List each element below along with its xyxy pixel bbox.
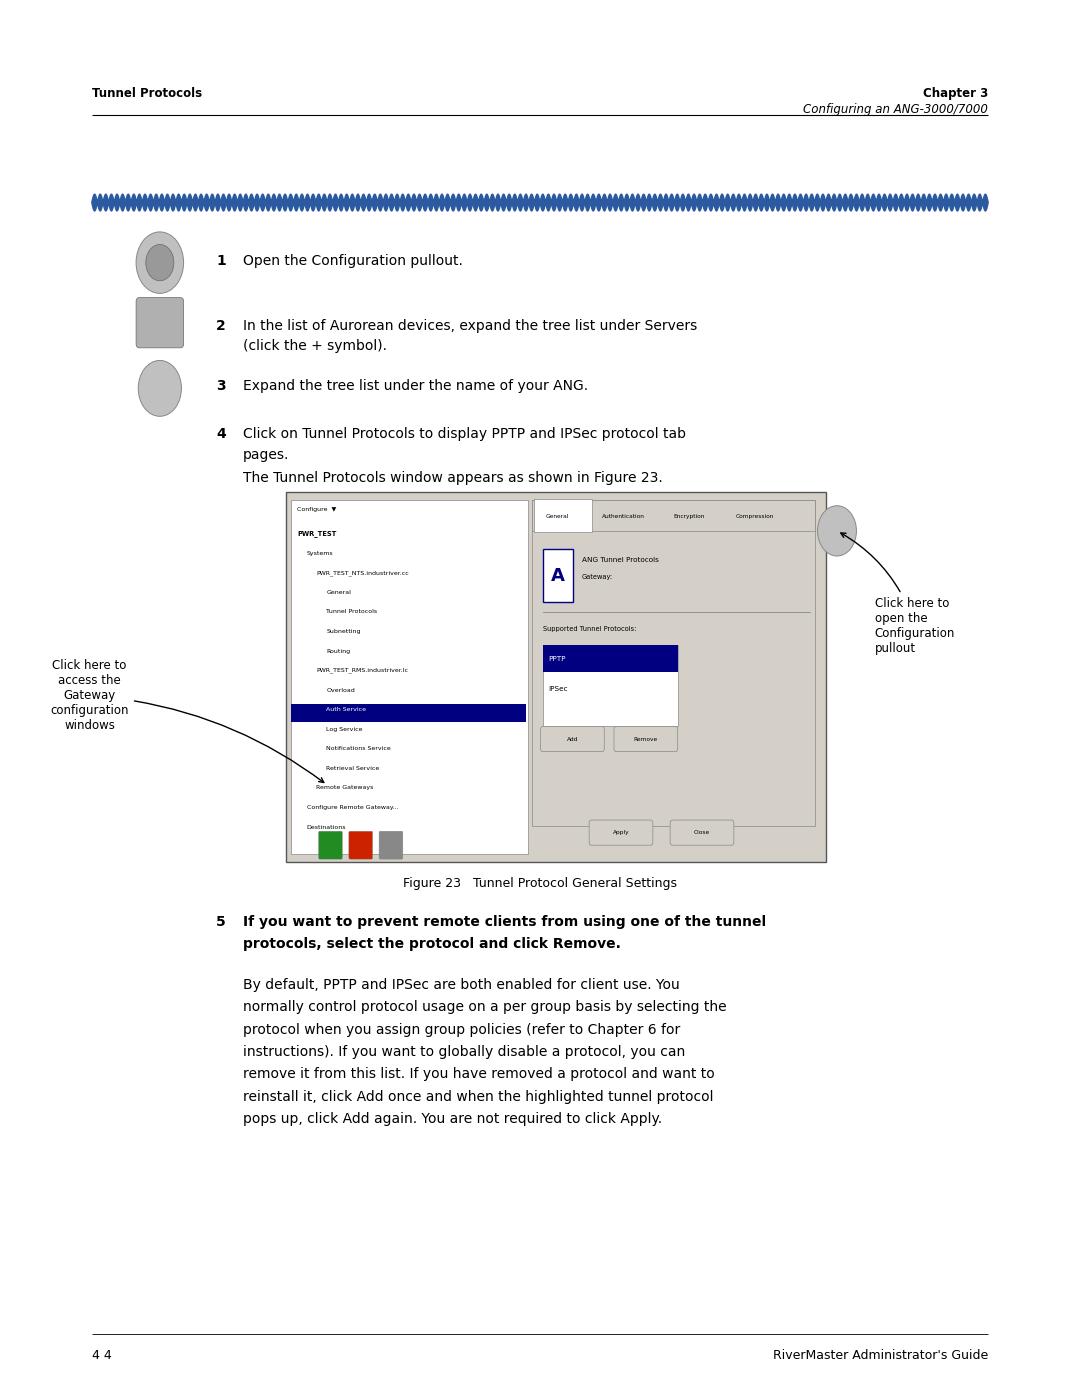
FancyBboxPatch shape (291, 500, 528, 854)
Text: A: A (551, 567, 565, 584)
Text: The Tunnel Protocols window appears as shown in Figure 23.: The Tunnel Protocols window appears as s… (243, 471, 663, 485)
Text: pages.: pages. (243, 448, 289, 462)
Text: Log Service: Log Service (326, 726, 363, 732)
Text: Click on Tunnel Protocols to display PPTP and IPSec protocol tab: Click on Tunnel Protocols to display PPT… (243, 427, 686, 441)
Text: Auth Service: Auth Service (326, 707, 366, 712)
Text: Overload: Overload (326, 687, 355, 693)
FancyBboxPatch shape (532, 500, 815, 826)
FancyBboxPatch shape (286, 492, 826, 862)
Text: Configure  ▼: Configure ▼ (297, 507, 336, 513)
Text: Expand the tree list under the name of your ANG.: Expand the tree list under the name of y… (243, 379, 589, 393)
FancyBboxPatch shape (590, 820, 652, 845)
Text: RiverMaster Administrator's Guide: RiverMaster Administrator's Guide (773, 1350, 988, 1362)
Text: PPTP: PPTP (549, 655, 566, 662)
FancyBboxPatch shape (291, 704, 526, 722)
Text: Chapter 3: Chapter 3 (923, 87, 988, 99)
Text: Notifications Service: Notifications Service (326, 746, 391, 752)
Text: Systems: Systems (307, 550, 334, 556)
Text: Open the Configuration pullout.: Open the Configuration pullout. (243, 254, 463, 268)
Text: instructions). If you want to globally disable a protocol, you can: instructions). If you want to globally d… (243, 1045, 685, 1059)
Text: pops up, click Add again. You are not required to click Apply.: pops up, click Add again. You are not re… (243, 1112, 662, 1126)
Text: Configuring an ANG-3000/7000: Configuring an ANG-3000/7000 (804, 103, 988, 116)
Text: PWR_TEST_NTS.industriver.cc: PWR_TEST_NTS.industriver.cc (316, 570, 409, 576)
Text: Compression: Compression (735, 514, 774, 520)
Text: By default, PPTP and IPSec are both enabled for client use. You: By default, PPTP and IPSec are both enab… (243, 978, 679, 992)
Circle shape (818, 506, 856, 556)
FancyBboxPatch shape (532, 500, 815, 531)
Text: ANG Tunnel Protocols: ANG Tunnel Protocols (582, 557, 659, 563)
Text: Destinations: Destinations (307, 824, 347, 830)
Text: normally control protocol usage on a per group basis by selecting the: normally control protocol usage on a per… (243, 1000, 727, 1014)
Text: Apply: Apply (612, 830, 630, 835)
Text: IPSec: IPSec (549, 686, 568, 692)
FancyBboxPatch shape (136, 298, 184, 348)
Text: General: General (326, 590, 351, 595)
FancyBboxPatch shape (535, 499, 592, 532)
Text: PWR_TEST_RMS.industriver.lc: PWR_TEST_RMS.industriver.lc (316, 668, 408, 673)
Text: Remote Gateways: Remote Gateways (316, 785, 374, 791)
Text: 2: 2 (216, 319, 226, 332)
FancyBboxPatch shape (613, 726, 678, 752)
Text: 5: 5 (216, 915, 226, 929)
Text: 4: 4 (216, 427, 226, 441)
Text: Subnetting: Subnetting (326, 629, 361, 634)
Text: protocols, select the protocol and click Remove.: protocols, select the protocol and click… (243, 937, 621, 951)
Text: (click the + symbol).: (click the + symbol). (243, 339, 387, 353)
Text: Retrieval Service: Retrieval Service (326, 766, 379, 771)
Circle shape (138, 360, 181, 416)
Text: Add: Add (567, 736, 578, 742)
Text: 3: 3 (216, 379, 226, 393)
FancyBboxPatch shape (543, 645, 678, 726)
Text: If you want to prevent remote clients from using one of the tunnel: If you want to prevent remote clients fr… (243, 915, 766, 929)
Text: reinstall it, click Add once and when the highlighted tunnel protocol: reinstall it, click Add once and when th… (243, 1090, 714, 1104)
FancyBboxPatch shape (349, 831, 373, 859)
Text: Gateway:: Gateway: (582, 574, 612, 580)
Text: Remove: Remove (634, 736, 658, 742)
Text: Encryption: Encryption (674, 514, 705, 520)
Polygon shape (92, 194, 988, 211)
Text: Authentication: Authentication (602, 514, 645, 520)
Text: Click here to
access the
Gateway
configuration
windows: Click here to access the Gateway configu… (51, 659, 324, 782)
Text: Figure 23   Tunnel Protocol General Settings: Figure 23 Tunnel Protocol General Settin… (403, 877, 677, 890)
Circle shape (146, 244, 174, 281)
Text: Tunnel Protocols: Tunnel Protocols (92, 87, 202, 99)
Text: PWR_TEST: PWR_TEST (297, 531, 336, 536)
FancyBboxPatch shape (379, 831, 403, 859)
Circle shape (136, 232, 184, 293)
Text: In the list of Aurorean devices, expand the tree list under Servers: In the list of Aurorean devices, expand … (243, 319, 698, 332)
Text: Close: Close (693, 830, 711, 835)
Text: Routing: Routing (326, 648, 350, 654)
FancyBboxPatch shape (319, 831, 342, 859)
Text: Click here to
open the
Configuration
pullout: Click here to open the Configuration pul… (840, 534, 955, 655)
Text: 1: 1 (216, 254, 226, 268)
FancyBboxPatch shape (543, 549, 573, 602)
Text: protocol when you assign group policies (refer to Chapter 6 for: protocol when you assign group policies … (243, 1023, 680, 1037)
Text: remove it from this list. If you have removed a protocol and want to: remove it from this list. If you have re… (243, 1067, 715, 1081)
Text: Supported Tunnel Protocols:: Supported Tunnel Protocols: (543, 626, 636, 631)
FancyBboxPatch shape (543, 645, 678, 672)
Text: 4 4: 4 4 (92, 1350, 111, 1362)
Text: Tunnel Protocols: Tunnel Protocols (326, 609, 377, 615)
FancyBboxPatch shape (541, 726, 605, 752)
Text: General: General (545, 514, 569, 520)
Text: Configure Remote Gateway...: Configure Remote Gateway... (307, 805, 399, 810)
FancyBboxPatch shape (671, 820, 734, 845)
